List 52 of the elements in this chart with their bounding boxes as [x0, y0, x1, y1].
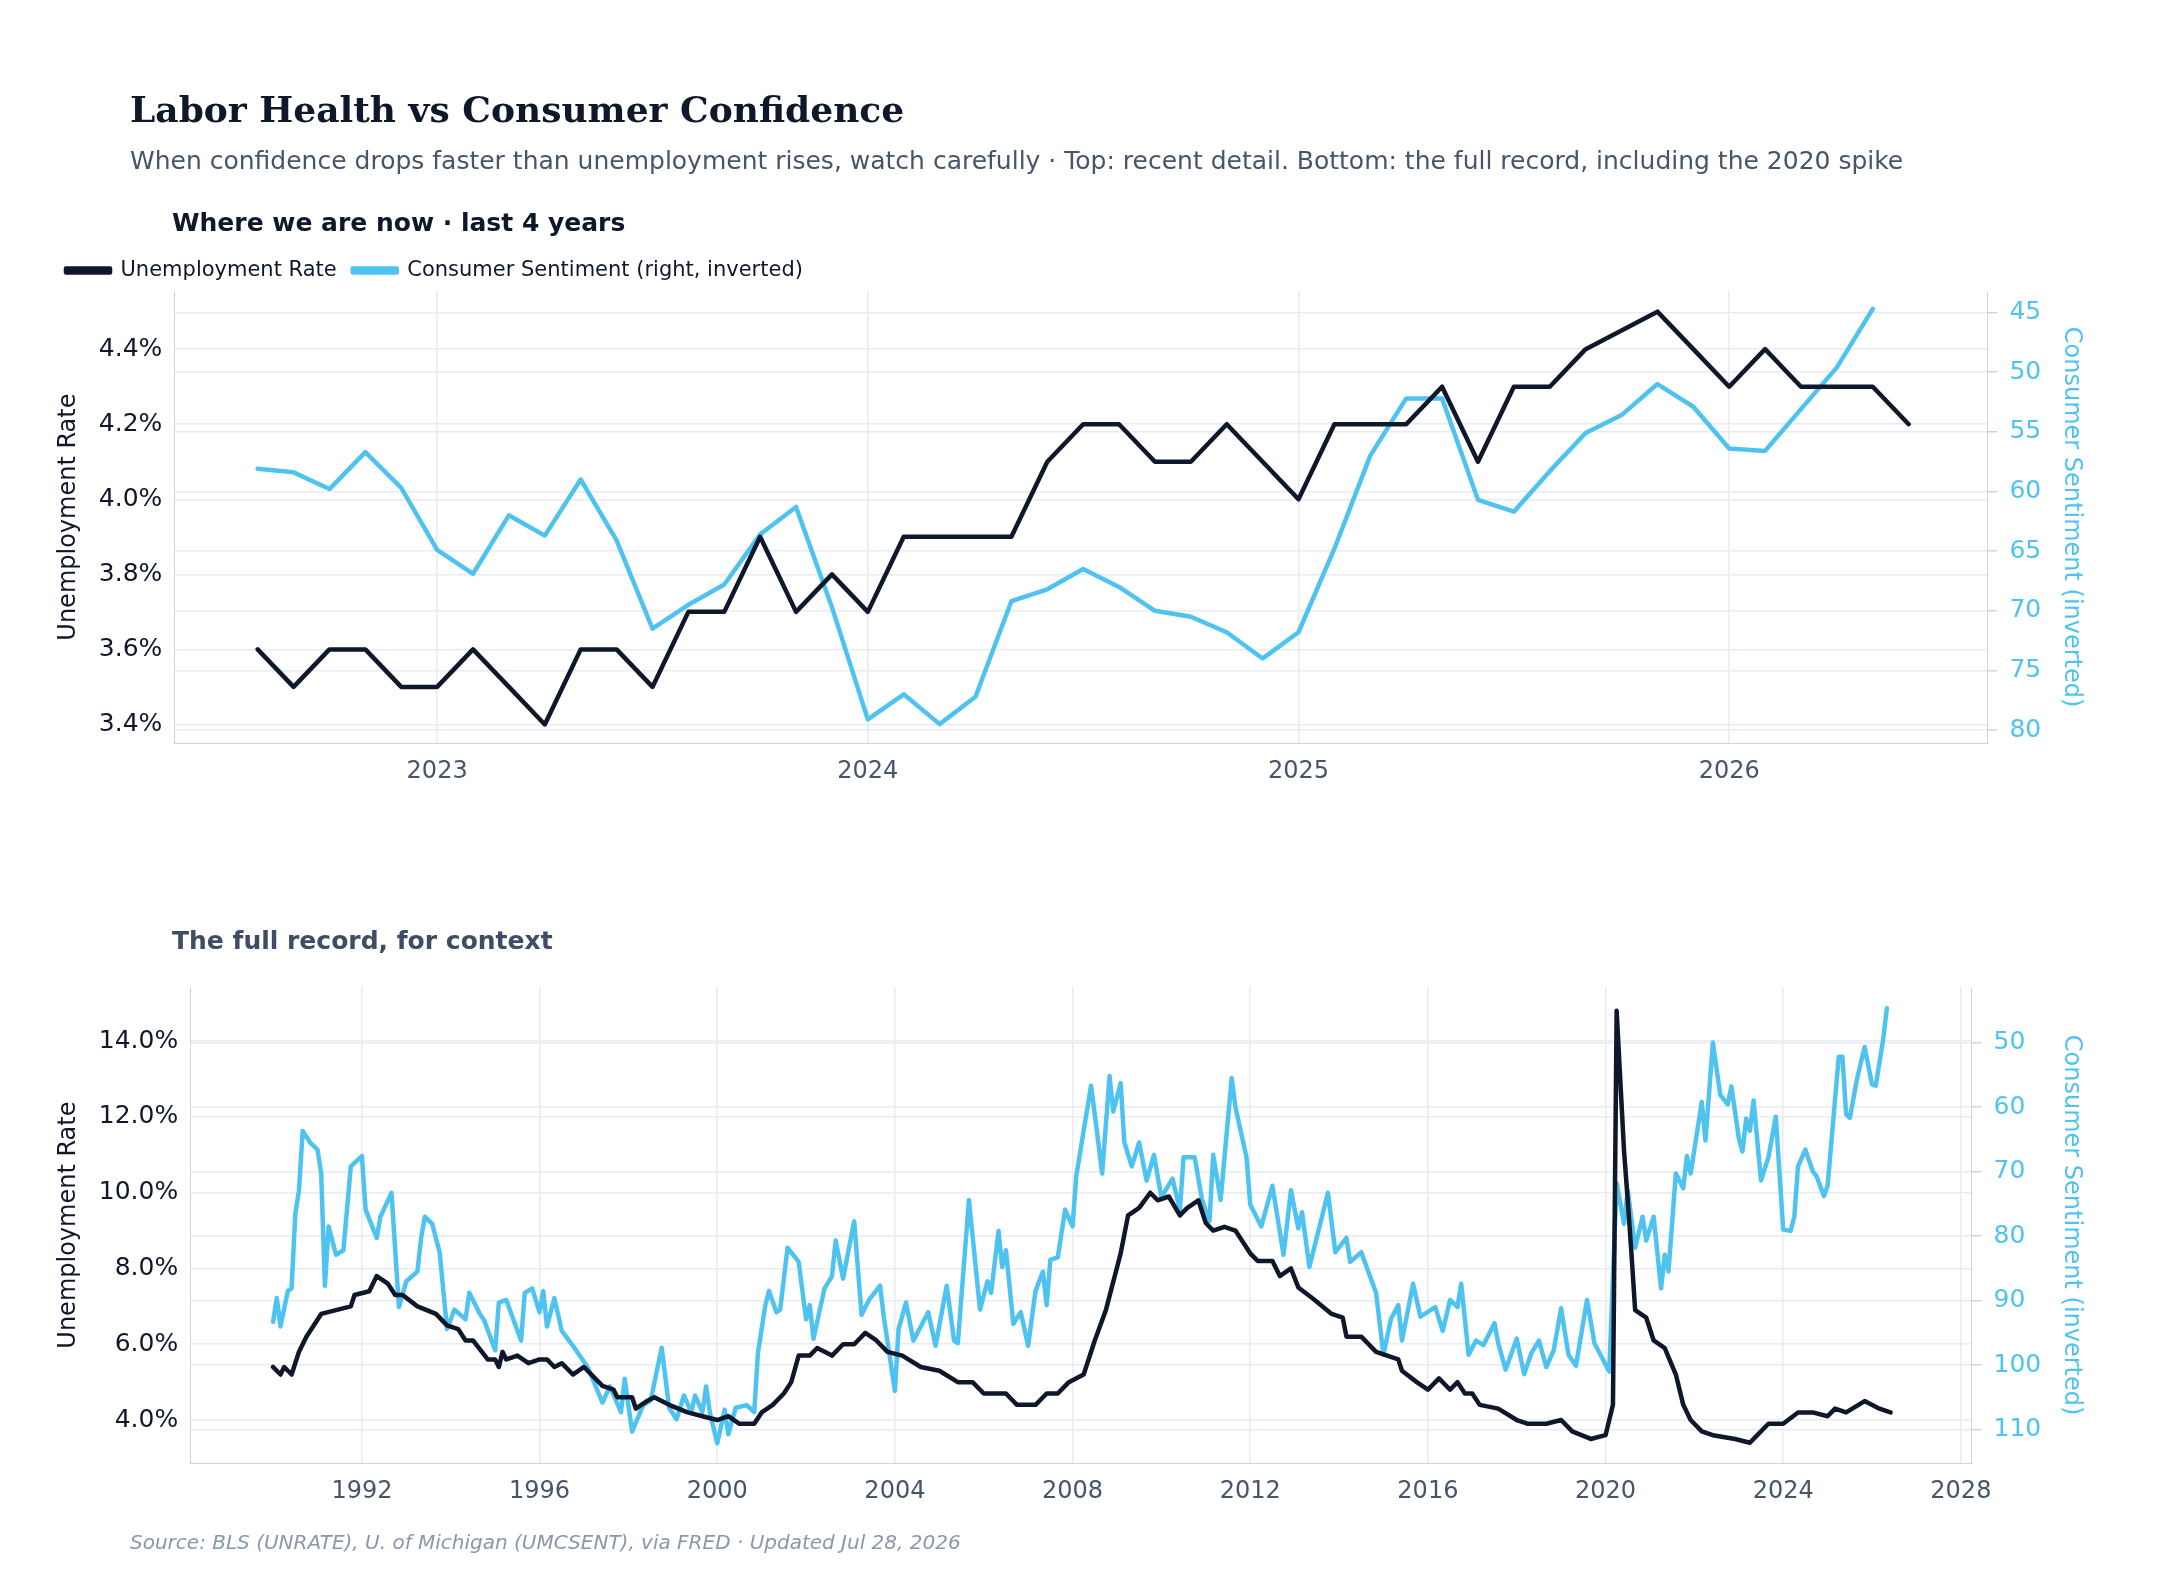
chart-subtitle: When confidence drops faster than unemployment rises, watch carefully · Top: recent detail. Bottom: the full record, including the 2020 spike: [130, 146, 1904, 175]
x-tick-label: 2026: [1698, 755, 1760, 784]
y-tick-label: 4.4%: [98, 332, 163, 362]
y2-tick-label: 50: [1993, 1025, 2026, 1055]
y-tick-label: 3.6%: [98, 632, 163, 662]
x-tick-label: 2028: [1930, 1475, 1992, 1504]
x-tick-label: 2000: [686, 1475, 748, 1504]
y2-tick-label: 110: [1993, 1413, 2042, 1443]
y-tick-label: 4.2%: [98, 407, 163, 437]
y2-tick-label: 50: [2009, 355, 2042, 385]
x-tick-label: 2020: [1575, 1475, 1637, 1504]
legend-label: Consumer Sentiment (right, inverted): [407, 256, 803, 281]
y-tick-label: 14.0%: [98, 1024, 179, 1054]
y2-tick-label: 100: [1993, 1348, 2042, 1378]
text: Where we are now · last 4 years: [172, 208, 626, 237]
x-tick-label: 1996: [509, 1475, 571, 1504]
y2-tick-label: 80: [1993, 1219, 2026, 1249]
x-tick-label: 2024: [1752, 1475, 1814, 1504]
y2-tick-label: 80: [2009, 713, 2042, 743]
y-axis-title: Unemployment Rate: [52, 1101, 81, 1349]
source-note: Source: BLS (UNRATE), U. of Michigan (UMCSENT), via FRED · Updated Jul 28, 2026: [130, 1530, 961, 1554]
chart-title: Labor Health vs Consumer Confidence: [130, 88, 905, 130]
x-tick-label: 2012: [1219, 1475, 1281, 1504]
x-tick-label: 2025: [1267, 755, 1330, 784]
x-tick-label: 1992: [331, 1475, 393, 1504]
y2-tick-label: 60: [2009, 474, 2042, 504]
y-tick-label: 4.0%: [98, 482, 163, 512]
y2-tick-label: 65: [2009, 534, 2042, 564]
x-tick-label: 2008: [1042, 1475, 1104, 1504]
y2-tick-label: 70: [1993, 1155, 2026, 1185]
y2-axis-title: Consumer Sentiment (inverted): [2059, 1034, 2088, 1416]
x-tick-label: 2023: [406, 755, 468, 784]
y2-tick-label: 90: [1993, 1284, 2026, 1314]
y2-tick-label: 60: [1993, 1090, 2026, 1120]
y-tick-label: 3.4%: [98, 707, 163, 737]
y2-tick-label: 75: [2009, 653, 2042, 683]
legend-label: Unemployment Rate: [120, 256, 337, 281]
y2-tick-label: 55: [2009, 415, 2042, 445]
y-tick-label: 4.0%: [114, 1403, 179, 1433]
chart-title: The full record, for context: [172, 926, 553, 955]
x-tick-label: 2016: [1397, 1475, 1459, 1504]
y-axis-title: Unemployment Rate: [52, 393, 81, 641]
y2-axis-title: Consumer Sentiment (inverted): [2059, 326, 2088, 708]
x-tick-label: 2024: [837, 755, 899, 784]
y-tick-label: 12.0%: [98, 1100, 179, 1130]
y-tick-label: 6.0%: [114, 1327, 179, 1357]
y-tick-label: 10.0%: [98, 1176, 179, 1206]
y-tick-label: 8.0%: [114, 1251, 179, 1281]
y2-tick-label: 70: [2009, 594, 2042, 624]
y2-tick-label: 45: [2009, 295, 2042, 325]
x-tick-label: 2004: [864, 1475, 926, 1504]
y-tick-label: 3.8%: [98, 557, 163, 587]
